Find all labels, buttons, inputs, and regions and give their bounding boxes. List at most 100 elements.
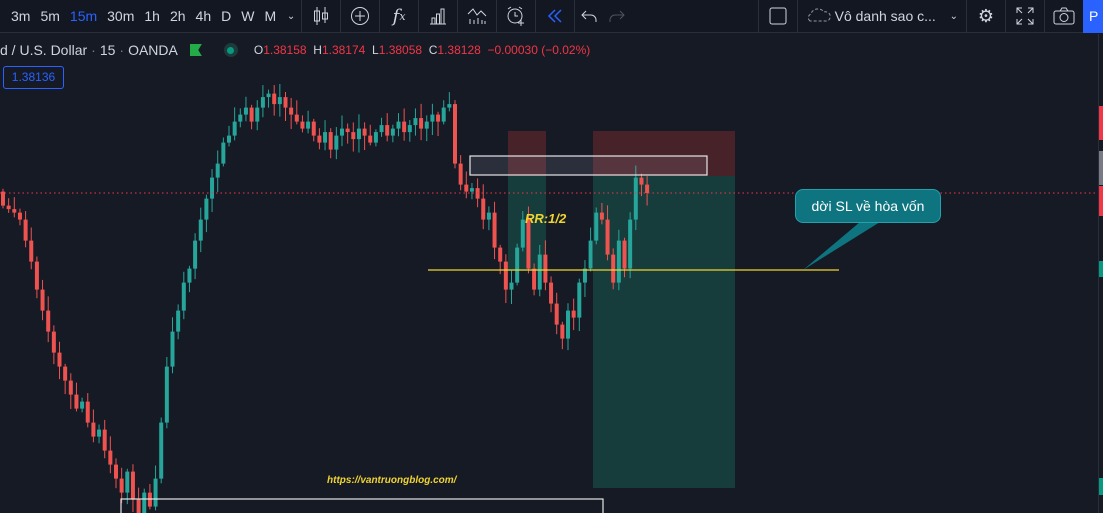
candle [193,233,198,280]
candle-body [17,212,22,220]
snapshot-camera-icon[interactable] [1045,0,1083,33]
candle-body [616,240,621,283]
timeframe-M[interactable]: M [264,7,277,24]
undo-icon[interactable] [575,0,603,33]
candle [323,120,328,151]
layout-name-button[interactable]: Vô danh sao c... ⌄ [798,0,966,33]
redo-icon[interactable] [603,0,631,33]
candle [481,184,486,230]
candle-body [136,499,141,513]
timeframe-4h[interactable]: 4h [195,7,212,24]
candle [594,207,599,245]
candle-body [114,464,118,479]
candle [492,201,497,260]
candle-body [68,380,73,395]
candle-body [492,212,497,248]
candle [294,100,299,125]
select-rectangle-icon[interactable] [759,0,797,33]
timeframe-D[interactable]: D [221,7,232,24]
candle [266,89,271,108]
candle [80,397,85,413]
templates-icon[interactable] [458,0,496,33]
alert-clock-icon[interactable] [497,0,535,33]
risk-reward-label[interactable]: RR:1/2 [525,211,567,226]
candle [227,125,231,147]
resistance-rectangle[interactable] [469,155,708,176]
candle [458,155,463,191]
candle [249,104,254,130]
candle-body [334,135,339,150]
candle-body [243,107,248,115]
support-rectangle[interactable] [120,498,604,513]
timeframe-5m[interactable]: 5m [40,7,60,24]
candle-body [447,104,452,108]
crosshair-price-box: 1.38136 [3,66,64,89]
timeframe-3m[interactable]: 3m [11,7,31,24]
callout-pointer [803,222,880,270]
replay-rewind-icon[interactable] [536,0,574,33]
watermark-url: https://vantruongblog.com/ [327,475,457,486]
candle [633,165,638,231]
candle [181,271,186,320]
price-axis-marker [1099,261,1103,277]
timeframe-W[interactable]: W [241,7,255,24]
candle-body [373,132,378,143]
compare-add-symbol-icon[interactable] [341,0,379,33]
candle-body [289,107,294,115]
candle-body [356,128,361,140]
candle-body [486,212,491,220]
candle [159,417,164,484]
candle [130,464,135,513]
timeframe-1h[interactable]: 1h [144,7,160,24]
stop-loss-zone[interactable] [593,131,735,176]
candle-body [40,289,45,311]
candle [12,197,17,218]
candle [97,424,102,444]
candle-body [424,121,429,129]
candle-body [119,478,124,493]
timeframe-dropdown-chevron-icon[interactable]: ⌄ [286,10,296,22]
candle [396,113,401,137]
candle-body [328,132,333,150]
financials-bars-icon[interactable] [419,0,457,33]
take-profit-zone[interactable] [593,176,735,488]
candle [147,484,152,510]
candlestick-chart-type-icon[interactable] [302,0,340,33]
candle [543,240,548,291]
price-axis-marker [1099,186,1103,216]
candle-body [306,121,311,129]
candle-body [23,219,28,241]
candle-body [232,121,237,136]
candle [40,279,45,321]
stop-loss-zone[interactable] [508,131,546,176]
price-chart[interactable] [0,34,1099,513]
timeframe-15m[interactable]: 15m [69,7,98,24]
fullscreen-icon[interactable] [1006,0,1044,33]
callout-note[interactable]: dời SL về hòa vốn [795,189,941,223]
candle [356,114,361,153]
settings-gear-icon[interactable]: ⚙ [977,5,995,26]
candle-body [520,219,525,248]
candle-body [469,188,474,192]
timeframe-30m[interactable]: 30m [107,7,135,24]
candle-body [503,261,508,290]
candle [554,292,559,335]
candle [187,265,192,293]
candle [419,103,424,141]
publish-button[interactable]: P [1083,0,1103,33]
candle-body [130,471,135,500]
candle [204,194,209,233]
candle [447,92,452,112]
price-axis-marker [1099,106,1103,140]
candle-body [159,422,164,479]
symbol-name[interactable]: d / U.S. Dollar [0,42,88,58]
candle-body [481,198,486,220]
timeframe-2h[interactable]: 2h [169,7,186,24]
symbol-legend: d / U.S. Dollar · 15 · OANDA O1.38158 H1… [0,42,591,58]
candle-body [51,331,56,353]
candle [1,188,5,209]
candle [430,103,435,136]
candle [142,488,147,513]
candle [17,208,22,226]
